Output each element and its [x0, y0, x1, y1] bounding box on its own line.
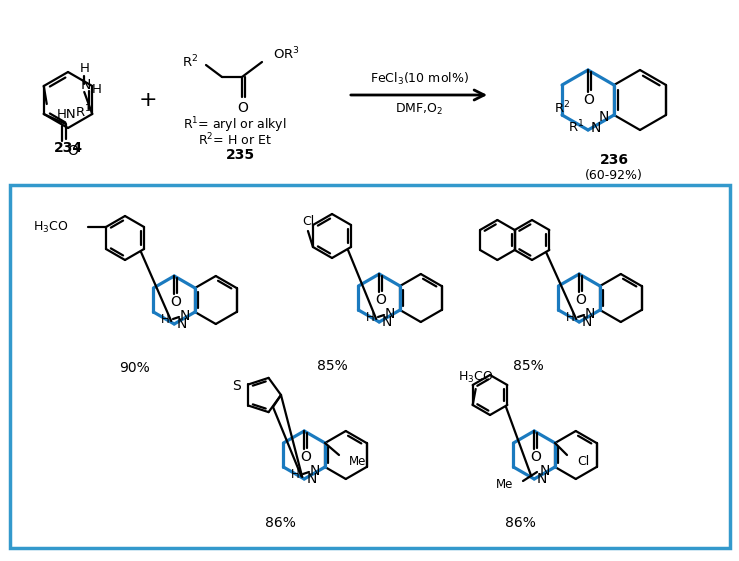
Text: Cl: Cl [577, 454, 589, 467]
Text: N: N [307, 472, 318, 486]
Text: HN: HN [57, 108, 76, 121]
Text: DMF,O$_2$: DMF,O$_2$ [395, 102, 443, 117]
Text: H: H [79, 62, 89, 75]
Text: H: H [290, 467, 299, 481]
Text: N: N [582, 315, 593, 329]
Text: 86%: 86% [505, 516, 536, 530]
Text: FeCl$_3$(10 mol%): FeCl$_3$(10 mol%) [370, 71, 469, 87]
Text: R$^2$: R$^2$ [554, 100, 570, 116]
Text: H: H [92, 82, 101, 95]
Text: 235: 235 [225, 148, 254, 162]
Text: O: O [584, 93, 594, 107]
Text: N: N [385, 307, 395, 321]
Text: O: O [575, 293, 585, 307]
Text: 236: 236 [599, 153, 628, 167]
Text: N: N [382, 315, 392, 329]
Text: N: N [310, 464, 320, 478]
Text: N: N [537, 472, 548, 486]
Text: OR$^3$: OR$^3$ [273, 45, 300, 62]
Text: H: H [565, 310, 574, 324]
Text: 234: 234 [53, 141, 83, 155]
Text: N: N [591, 121, 602, 135]
Text: O: O [530, 450, 541, 464]
Text: H$_3$CO: H$_3$CO [33, 219, 68, 234]
Text: N: N [539, 464, 551, 478]
Text: +: + [139, 90, 157, 110]
Text: N: N [599, 110, 609, 124]
Text: R$^1$: R$^1$ [75, 104, 91, 120]
Text: R$^2$: R$^2$ [182, 54, 198, 70]
Text: N: N [177, 317, 188, 331]
Text: O: O [67, 144, 78, 158]
Text: O: O [300, 450, 310, 464]
Text: H$_3$CO: H$_3$CO [458, 370, 494, 384]
Text: 85%: 85% [316, 359, 347, 373]
Text: H: H [160, 312, 169, 325]
Text: O: O [170, 295, 180, 309]
Text: N: N [81, 78, 92, 92]
Text: N: N [180, 309, 190, 323]
Text: N: N [585, 307, 595, 321]
Text: 86%: 86% [265, 516, 296, 530]
Text: R$^2$= H or Et: R$^2$= H or Et [198, 132, 272, 148]
Text: O: O [375, 293, 386, 307]
Text: Me: Me [349, 454, 367, 467]
Text: S: S [232, 379, 240, 393]
Text: (60-92%): (60-92%) [585, 168, 643, 182]
Text: Cl: Cl [302, 214, 314, 228]
Text: R$^1$= aryl or alkyl: R$^1$= aryl or alkyl [183, 115, 287, 135]
Text: Me: Me [496, 477, 513, 490]
Text: 85%: 85% [513, 359, 543, 373]
Text: H: H [366, 310, 375, 324]
Text: 90%: 90% [120, 361, 150, 375]
Text: R$^1$: R$^1$ [568, 119, 584, 135]
Text: O: O [237, 101, 248, 115]
